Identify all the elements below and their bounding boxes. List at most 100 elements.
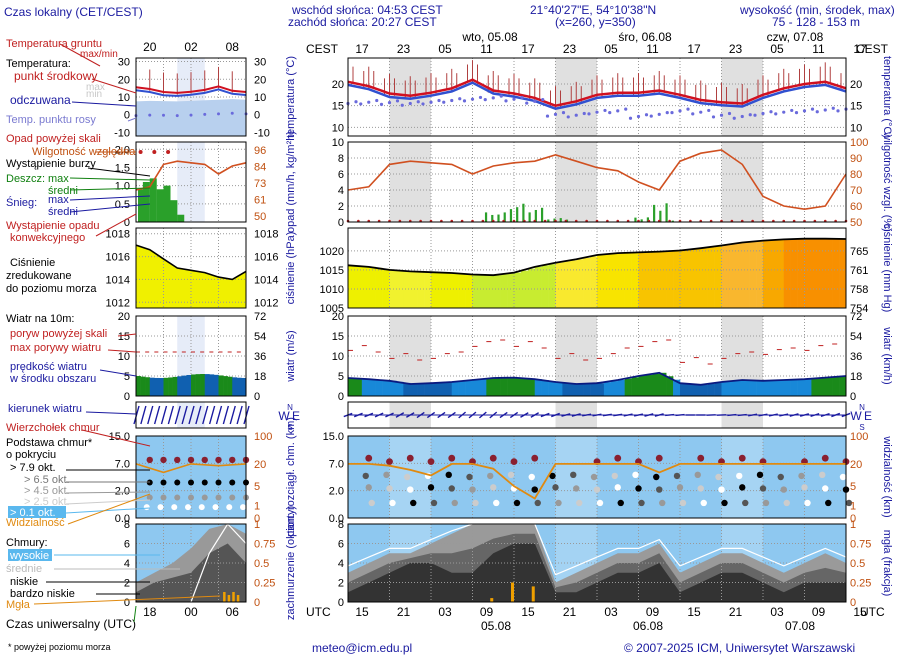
pressure-column <box>348 265 356 308</box>
legend-wind-column <box>154 377 160 396</box>
cloud-base-dot <box>513 499 521 507</box>
cloud-base-dot <box>448 485 455 492</box>
compass-letter: S <box>859 423 864 432</box>
cloud-base-dot <box>368 499 375 507</box>
temp-perceived-label: odczuwana <box>10 93 71 107</box>
okt01-label: > 0.1 okt. <box>10 507 56 519</box>
cloud-base-dot <box>783 499 790 507</box>
temp-ytick-right: 15 <box>850 101 862 113</box>
dew-point <box>437 98 441 103</box>
pressure-column <box>645 252 653 308</box>
legend-fog-bar <box>227 595 231 602</box>
dew-point <box>582 111 586 116</box>
pressure-column <box>590 256 598 308</box>
cloud-base-dot <box>549 472 556 480</box>
pressure-column <box>410 271 418 308</box>
cloud-top-dot <box>510 458 518 466</box>
cloud-base-dot <box>777 473 784 481</box>
dew-point <box>541 98 545 102</box>
dew-point <box>665 111 669 115</box>
occurrence-label: Wystąpienie opadu <box>6 220 99 232</box>
fog-bar <box>511 582 514 602</box>
temp-ytick-right: 20 <box>850 79 862 91</box>
cloud-base-dot <box>531 486 538 493</box>
wind-speed-column <box>555 382 563 396</box>
legend-base-dot <box>171 504 178 511</box>
pressure-ylabel: ciśnienie (hPa) <box>285 232 297 305</box>
pressure-column <box>811 238 819 308</box>
wind-speed-column <box>500 377 508 396</box>
fog-label: Mgła <box>6 599 31 611</box>
pressure-column <box>673 250 681 308</box>
legend-wind-arrow <box>222 405 230 425</box>
pressure-column <box>790 239 798 308</box>
cloud-base-dot <box>762 499 770 507</box>
precip-bar <box>659 210 662 222</box>
wind-arrow <box>416 411 425 419</box>
wind-speed-column <box>410 384 418 396</box>
legend-wind-arrow <box>153 405 161 425</box>
bottom-hour-label: 15 <box>853 605 867 619</box>
wind-arrow <box>468 411 477 419</box>
cloud-base-dot <box>528 473 535 481</box>
legend-wind-column <box>163 377 169 396</box>
fog-ytick: 1 <box>850 519 856 531</box>
legend-temp-tick-right: 0 <box>254 110 260 122</box>
legend-hour-label: 02 <box>184 40 198 54</box>
dew-point <box>608 111 612 115</box>
precip-bar <box>547 219 550 222</box>
pressure-column <box>493 275 501 308</box>
wind-arrow <box>789 413 799 417</box>
dew-point <box>416 100 420 104</box>
gust-above-label: poryw powyżej skali <box>10 328 107 340</box>
wind-kmh-tick: 54 <box>850 331 862 343</box>
rain-avg-label: średni <box>48 185 78 197</box>
wind-speed-column <box>472 380 480 396</box>
wind-arrow <box>623 413 633 417</box>
legend-temp-tick-right: 30 <box>254 57 266 69</box>
wind-speed2-label: w środku obszaru <box>9 373 96 385</box>
legend-base-dot <box>157 504 164 511</box>
humidity-ytick: 100 <box>850 137 868 149</box>
pressure-column <box>735 243 743 308</box>
email-link[interactable]: meteo@icm.edu.pl <box>312 641 413 655</box>
top-hour-label: 05 <box>604 42 618 56</box>
wind-speed-column <box>624 378 632 396</box>
legend-dew-dot <box>148 113 152 117</box>
pressure-column <box>742 242 750 308</box>
legend-pressure-line <box>135 244 247 281</box>
wind-speed-column <box>728 381 736 396</box>
legend-base-dot <box>201 479 208 486</box>
bottom-hour-label: 15 <box>521 605 535 619</box>
wind-arrow <box>478 411 487 419</box>
pressure-column <box>507 273 515 308</box>
legend-wind-tick-right: 18 <box>254 371 266 383</box>
pressure-column <box>631 252 639 308</box>
humidity-ytick: 60 <box>850 201 862 213</box>
wind-arrow <box>613 413 623 417</box>
humidity-ytick: 70 <box>850 185 862 197</box>
top-hour-label: 11 <box>646 42 659 56</box>
fog-ytick: 0.5 <box>850 558 865 570</box>
humidity-ytick: 80 <box>850 169 862 181</box>
cloud-base-dot <box>552 484 559 491</box>
wind-speed-column <box>368 379 376 396</box>
wind-speed-column <box>603 382 612 396</box>
temp-ytick-left: 10 <box>332 122 344 134</box>
temp-max-label: max <box>86 82 105 93</box>
dew-point <box>823 108 827 112</box>
legend-dew-dot <box>230 111 234 115</box>
wind-speed-column <box>825 377 833 396</box>
precip-bar <box>559 218 562 222</box>
pressure-column <box>368 266 376 308</box>
cloud-base-dot <box>742 499 749 507</box>
pressure-l3: do poziomu morza <box>6 283 97 295</box>
legend-dew-dot <box>175 114 179 118</box>
legend-base-dot <box>215 479 222 486</box>
dew-point <box>367 100 371 104</box>
humidity-ytick: 50 <box>850 217 862 229</box>
temp-ytick-right: 10 <box>850 122 862 134</box>
legend-wind-tick: 0 <box>124 391 130 403</box>
legend-wind-arrow <box>202 405 209 425</box>
legend-precip-bar <box>149 178 157 222</box>
